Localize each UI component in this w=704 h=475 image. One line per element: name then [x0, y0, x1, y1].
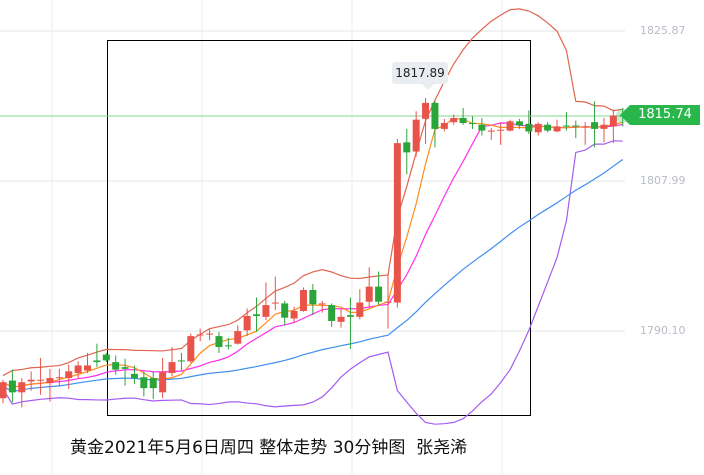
- candle-body: [525, 123, 533, 132]
- candle-body: [271, 302, 279, 304]
- candle-body: [65, 371, 73, 379]
- candle-body: [168, 362, 176, 374]
- candle-body: [497, 129, 505, 131]
- candle-body: [384, 301, 392, 303]
- candle-body: [431, 102, 439, 129]
- candle-body: [328, 305, 336, 322]
- candle-body: [346, 315, 354, 317]
- ma-mid-line: [2, 122, 623, 388]
- candle-body: [243, 315, 251, 331]
- candle-body: [262, 305, 270, 317]
- candle-body: [572, 125, 580, 127]
- candle-body: [553, 126, 561, 132]
- candle-body: [112, 362, 120, 370]
- upper-band-line: [2, 8, 623, 377]
- candle-body: [187, 336, 195, 362]
- candle-body: [440, 123, 448, 129]
- y-tick-label: 1825.87: [640, 24, 686, 37]
- candle-body: [403, 142, 411, 153]
- high-price-tooltip: 1817.89: [392, 62, 448, 90]
- candle-body: [299, 289, 307, 311]
- candle-body: [375, 286, 383, 302]
- candle-body: [393, 143, 401, 303]
- candle-body: [37, 379, 45, 381]
- candle-body: [102, 354, 110, 361]
- current-price-tag: 1815.74: [620, 105, 700, 125]
- candle-body: [149, 378, 157, 389]
- candle-body: [591, 122, 599, 129]
- y-tick-label: 1807.99: [640, 174, 686, 187]
- candle-body: [93, 360, 101, 363]
- candle-body: [46, 378, 54, 384]
- candle-body: [600, 124, 608, 129]
- candle-body: [196, 334, 204, 336]
- ma-fast-line: [2, 117, 623, 388]
- candle-body: [290, 310, 298, 319]
- candle-body: [177, 360, 185, 362]
- candle-body: [422, 102, 430, 119]
- candle-body: [562, 125, 570, 127]
- candle-body: [534, 123, 542, 133]
- candle-body: [337, 316, 345, 322]
- candle-body: [281, 303, 289, 318]
- candle-body: [74, 365, 82, 374]
- candle-body: [234, 331, 242, 344]
- candle-body: [121, 367, 129, 369]
- candle-body: [55, 377, 63, 379]
- candle-body: [450, 117, 458, 123]
- candle-body: [469, 123, 476, 125]
- candle-body: [18, 382, 26, 393]
- candle-body: [581, 126, 589, 128]
- candle-body: [478, 124, 486, 131]
- candle-body: [544, 124, 552, 131]
- candle-body: [356, 302, 364, 317]
- candle-body: [224, 345, 232, 347]
- candle-body: [318, 303, 326, 305]
- annotation-box: [107, 40, 531, 416]
- candle-body: [365, 286, 373, 302]
- candle-body: [412, 119, 420, 152]
- candle-body: [0, 382, 7, 399]
- candle-body: [506, 121, 514, 131]
- candle-body: [140, 377, 148, 389]
- y-tick-label: 1790.10: [640, 324, 686, 337]
- candle-body: [215, 336, 223, 348]
- candle-body: [27, 379, 35, 382]
- candle-body: [84, 365, 92, 371]
- candle-body: [206, 333, 214, 335]
- candle-body: [309, 289, 317, 305]
- candle-body: [609, 115, 617, 127]
- chart-title: 黄金2021年5月6日周四 整体走势 30分钟图 张尧浠: [70, 438, 468, 458]
- candle-body: [253, 314, 261, 316]
- candle-body: [8, 380, 16, 393]
- candle-body: [515, 121, 523, 126]
- lower-band-line: [2, 140, 623, 425]
- candle-body: [459, 117, 467, 124]
- ma-slow-line: [2, 158, 624, 393]
- candle-body: [487, 130, 495, 132]
- candle-body: [130, 373, 138, 379]
- candle-body: [159, 372, 167, 393]
